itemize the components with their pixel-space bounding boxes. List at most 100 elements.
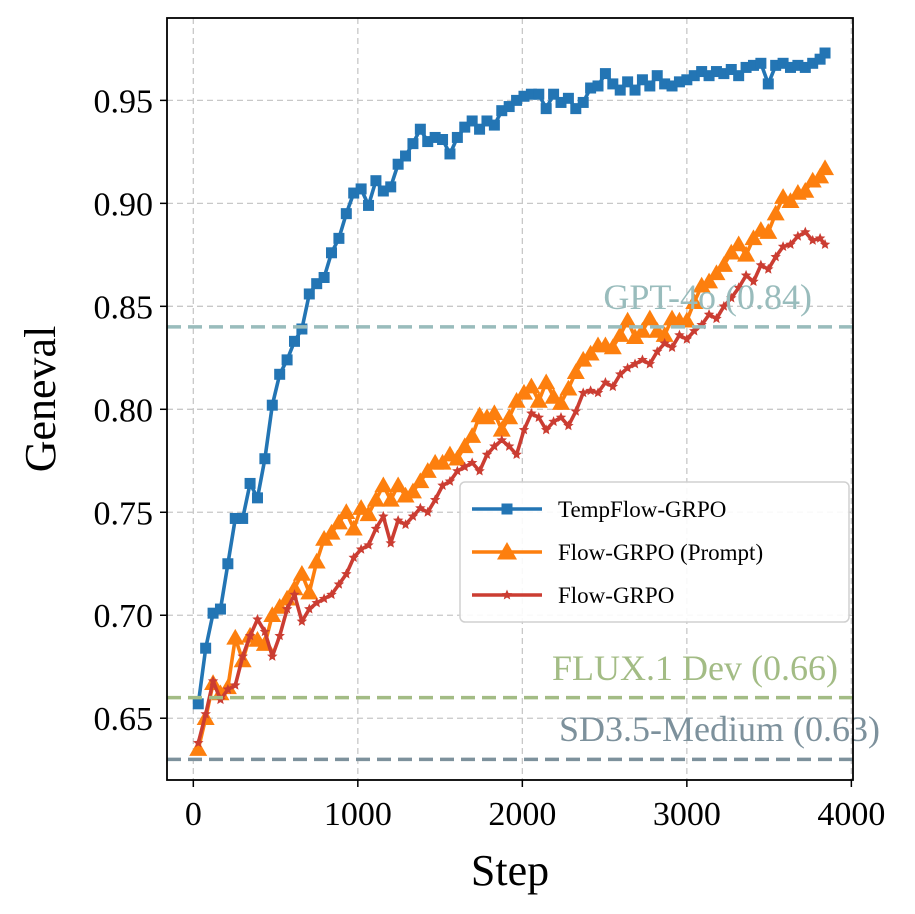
data-point xyxy=(252,613,263,624)
x-tick-label: 2000 xyxy=(488,796,556,833)
reference-line-label: FLUX.1 Dev (0.66) xyxy=(552,648,838,688)
data-point xyxy=(592,80,604,92)
x-tick-label: 1000 xyxy=(324,796,392,833)
data-point xyxy=(288,335,300,347)
data-point xyxy=(340,208,352,220)
x-tick-label: 0 xyxy=(185,796,202,833)
data-point xyxy=(193,737,204,748)
data-point xyxy=(429,131,441,143)
data-point xyxy=(770,251,781,262)
data-point xyxy=(529,392,548,408)
data-point xyxy=(525,88,537,100)
data-point xyxy=(770,59,782,71)
data-point xyxy=(633,322,652,338)
data-point xyxy=(407,138,419,150)
data-point xyxy=(611,326,630,342)
data-point xyxy=(481,449,493,460)
data-point xyxy=(766,204,785,221)
data-point xyxy=(444,148,456,160)
data-point xyxy=(370,523,382,534)
data-point xyxy=(540,103,552,115)
data-point xyxy=(326,589,337,600)
data-point xyxy=(230,679,241,690)
y-tick-label: 0.85 xyxy=(94,289,154,326)
data-point xyxy=(511,449,522,460)
y-tick-label: 0.75 xyxy=(94,495,154,532)
data-point xyxy=(585,82,597,94)
data-point xyxy=(781,192,800,209)
x-tick-label: 4000 xyxy=(817,796,885,833)
data-point xyxy=(755,259,767,270)
data-point xyxy=(503,101,515,113)
data-point xyxy=(799,61,811,73)
data-point xyxy=(222,558,234,570)
legend-box xyxy=(459,481,850,623)
data-point xyxy=(785,239,796,249)
data-point xyxy=(429,494,441,505)
data-point xyxy=(644,358,656,369)
data-point xyxy=(207,675,219,686)
data-point xyxy=(811,167,830,184)
data-point xyxy=(348,552,359,563)
data-point xyxy=(448,449,467,466)
data-point xyxy=(307,552,326,569)
data-point xyxy=(433,453,452,470)
data-point xyxy=(692,276,711,293)
data-point xyxy=(455,437,474,454)
data-point xyxy=(555,96,567,108)
data-point xyxy=(800,226,811,237)
data-point xyxy=(496,434,508,445)
data-point xyxy=(807,57,819,69)
data-point xyxy=(777,57,789,69)
legend-label: TempFlow-GRPO xyxy=(558,497,726,522)
y-tick-label: 0.80 xyxy=(94,392,154,429)
data-point xyxy=(229,512,241,524)
data-point xyxy=(600,377,611,387)
data-point xyxy=(407,510,419,521)
data-point xyxy=(437,480,448,490)
data-point xyxy=(300,583,319,600)
legend-label: Flow-GRPO (Prompt) xyxy=(558,540,763,565)
data-point xyxy=(296,323,308,335)
data-point xyxy=(548,88,560,100)
data-point xyxy=(418,462,437,478)
ticks: 0 1000 2000 3000 4000 0.65 0.70 0.75 0.80 0.85 0.9… xyxy=(94,83,886,833)
data-point xyxy=(733,70,745,82)
data-point xyxy=(651,70,663,82)
data-point xyxy=(703,309,715,320)
data-point xyxy=(474,123,486,135)
data-point xyxy=(463,427,482,443)
data-point xyxy=(748,276,759,287)
data-point xyxy=(381,490,400,507)
data-point xyxy=(577,96,589,108)
legend-item: Flow-GRPO (Prompt) xyxy=(472,540,763,565)
data-point xyxy=(551,394,570,410)
legend: TempFlow-GRPO Flow-GRPO (Prompt) Flow-GRPO xyxy=(459,481,850,623)
data-point xyxy=(629,84,641,96)
data-point xyxy=(714,256,733,272)
data-point xyxy=(341,568,352,579)
data-point xyxy=(237,650,248,661)
data-point xyxy=(437,134,449,146)
data-point xyxy=(636,74,648,86)
data-point xyxy=(618,311,637,328)
data-point xyxy=(507,392,526,408)
data-point xyxy=(237,512,249,524)
data-point xyxy=(267,650,278,661)
data-point xyxy=(652,346,663,357)
y-tick-label: 0.90 xyxy=(94,186,154,223)
data-point xyxy=(740,61,752,73)
data-point xyxy=(200,708,211,719)
data-point xyxy=(392,515,404,525)
data-point xyxy=(622,362,633,373)
data-point xyxy=(537,373,556,390)
data-point xyxy=(777,241,789,252)
data-point xyxy=(344,519,363,536)
data-point xyxy=(337,503,356,520)
data-point xyxy=(563,420,574,431)
data-point xyxy=(622,76,634,88)
data-point xyxy=(807,234,818,245)
data-point xyxy=(603,338,622,355)
data-point xyxy=(259,626,271,637)
data-point xyxy=(385,537,396,548)
